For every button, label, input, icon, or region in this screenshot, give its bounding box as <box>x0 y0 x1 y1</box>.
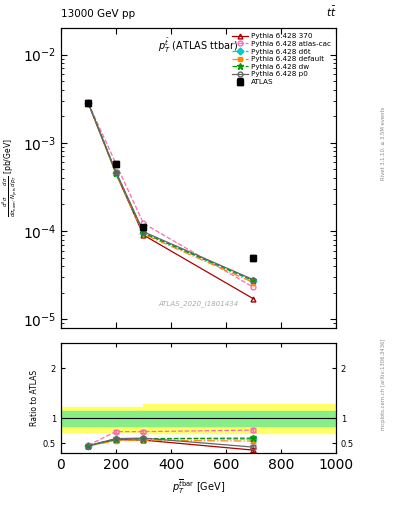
Pythia 6.428 p0 <box>141 229 146 235</box>
Pythia 6.428 d6t <box>114 169 118 176</box>
Pythia 6.428 p0 <box>114 168 118 175</box>
Pythia 6.428 d6t <box>86 100 91 106</box>
Pythia 6.428 p0 <box>86 100 91 106</box>
Pythia 6.428 default <box>141 231 146 237</box>
Y-axis label: Ratio to ATLAS: Ratio to ATLAS <box>30 370 39 426</box>
Pythia 6.428 atlas-cac <box>114 161 118 167</box>
Line: Pythia 6.428 dw: Pythia 6.428 dw <box>85 100 257 284</box>
Line: Pythia 6.428 p0: Pythia 6.428 p0 <box>86 101 256 282</box>
Line: Pythia 6.428 370: Pythia 6.428 370 <box>86 101 256 301</box>
Pythia 6.428 default <box>251 280 256 286</box>
Text: 13000 GeV pp: 13000 GeV pp <box>61 9 135 19</box>
Pythia 6.428 default <box>86 100 91 106</box>
Pythia 6.428 dw <box>114 169 118 176</box>
Legend: Pythia 6.428 370, Pythia 6.428 atlas-cac, Pythia 6.428 d6t, Pythia 6.428 default: Pythia 6.428 370, Pythia 6.428 atlas-cac… <box>231 32 332 87</box>
Pythia 6.428 dw <box>141 230 146 236</box>
Line: Pythia 6.428 default: Pythia 6.428 default <box>86 101 256 285</box>
Text: ATLAS_2020_I1801434: ATLAS_2020_I1801434 <box>158 300 239 307</box>
Pythia 6.428 370 <box>86 100 91 106</box>
Y-axis label: $\frac{d^2\sigma}{d\sigma_{\rm norm}\!\cdot\!N_{\rm jets}}\frac{d\sigma}{dp_T}$ : $\frac{d^2\sigma}{d\sigma_{\rm norm}\!\c… <box>0 139 20 217</box>
Line: Pythia 6.428 d6t: Pythia 6.428 d6t <box>86 101 256 284</box>
Pythia 6.428 atlas-cac <box>251 284 256 290</box>
Pythia 6.428 370 <box>141 232 146 238</box>
Text: Rivet 3.1.10, ≥ 3.5M events: Rivet 3.1.10, ≥ 3.5M events <box>381 106 386 180</box>
Pythia 6.428 d6t <box>141 230 146 236</box>
X-axis label: $p^{\overline{t}{\rm bar}}_{T}$ [GeV]: $p^{\overline{t}{\rm bar}}_{T}$ [GeV] <box>172 478 225 496</box>
Pythia 6.428 atlas-cac <box>141 220 146 226</box>
Pythia 6.428 dw <box>251 278 256 284</box>
Pythia 6.428 atlas-cac <box>86 100 91 106</box>
Text: $p_T^{\bar{t}}$ (ATLAS ttbar): $p_T^{\bar{t}}$ (ATLAS ttbar) <box>158 37 239 55</box>
Line: Pythia 6.428 atlas-cac: Pythia 6.428 atlas-cac <box>86 101 256 290</box>
Pythia 6.428 p0 <box>251 276 256 283</box>
Pythia 6.428 dw <box>86 100 91 106</box>
Pythia 6.428 d6t <box>251 278 256 284</box>
Pythia 6.428 370 <box>251 296 256 302</box>
Text: $t\bar{t}$: $t\bar{t}$ <box>325 5 336 19</box>
Text: mcplots.cern.ch [arXiv:1306.3436]: mcplots.cern.ch [arXiv:1306.3436] <box>381 338 386 430</box>
Pythia 6.428 default <box>114 170 118 177</box>
Pythia 6.428 370 <box>114 170 118 177</box>
